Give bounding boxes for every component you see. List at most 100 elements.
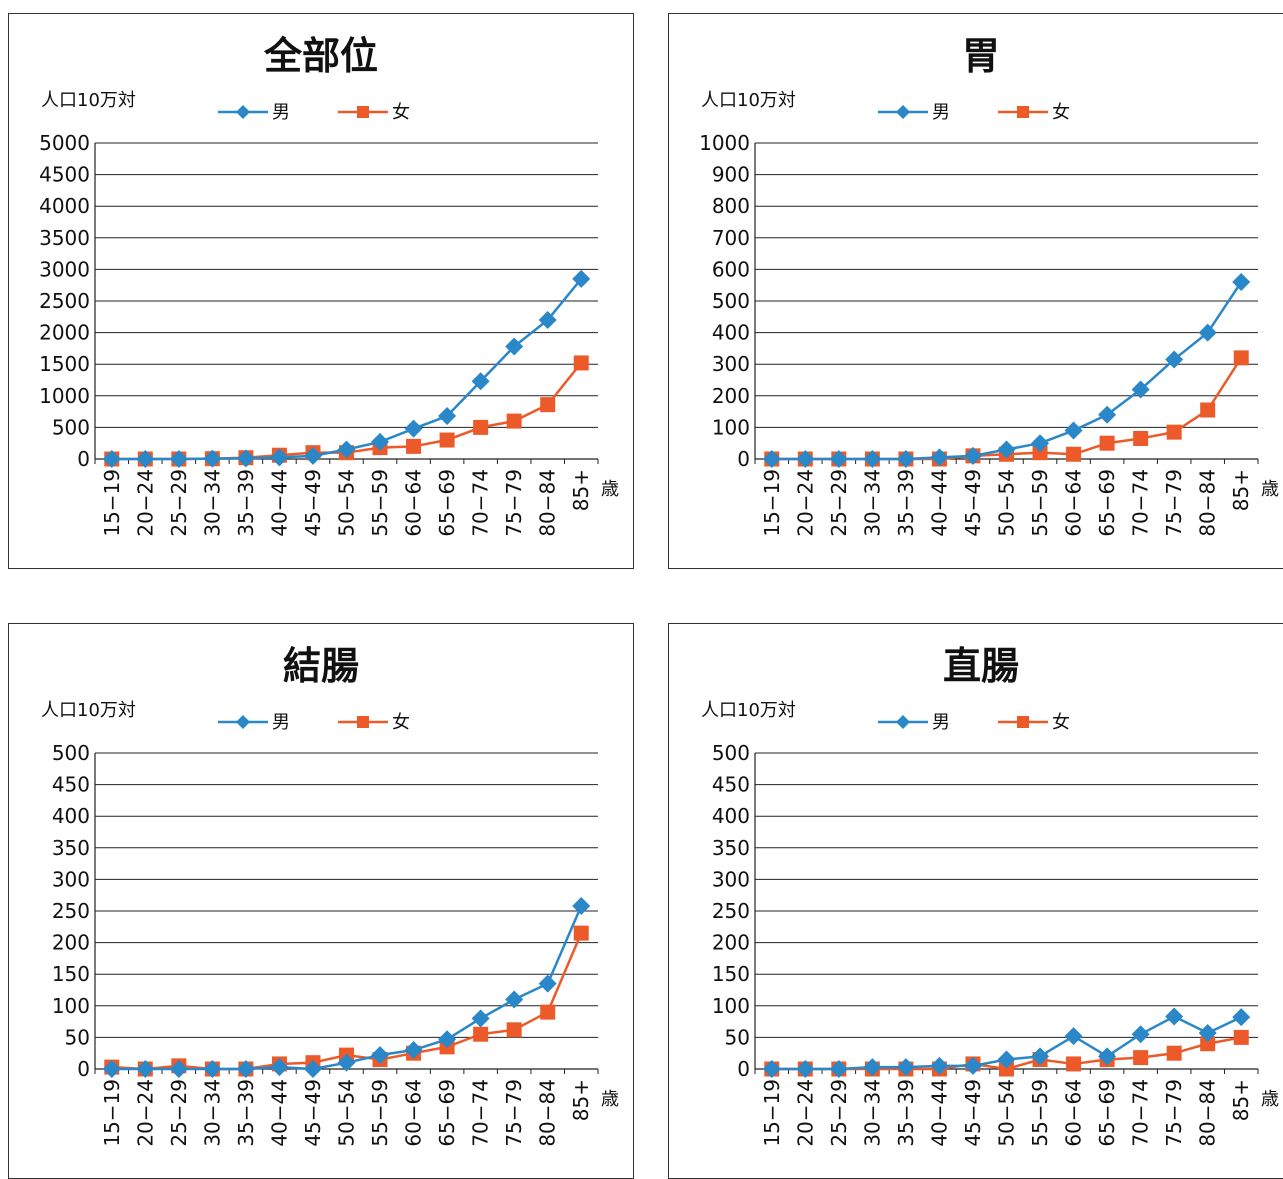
x-tick-label: 35−39: [234, 469, 258, 537]
legend-marker-square: [1017, 106, 1029, 118]
x-tick-label: 15−19: [100, 1079, 124, 1147]
x-tick-label: 25−29: [827, 1079, 851, 1147]
y-tick-label: 4000: [39, 194, 90, 218]
data-point: [440, 433, 455, 448]
x-tick-label: 55−59: [368, 469, 392, 537]
x-tick-label: 35−39: [234, 1079, 258, 1147]
x-tick-label: 55−59: [368, 1079, 392, 1147]
x-tick-label: 40−44: [267, 469, 291, 537]
y-tick-label: 400: [712, 321, 750, 345]
x-tick-label: 70−74: [469, 1079, 493, 1147]
x-tick-label: 75−79: [502, 1079, 526, 1147]
x-tick-label: 50−54: [335, 1079, 359, 1147]
chart-svg: 胃人口10万対男女0100200300400500600700800900100…: [668, 13, 1283, 569]
y-tick-label: 100: [712, 994, 750, 1018]
y-tick-label: 150: [52, 962, 90, 986]
data-point: [1100, 436, 1115, 451]
y-tick-label: 0: [77, 447, 90, 471]
legend-label: 女: [1052, 712, 1070, 733]
data-point: [473, 420, 488, 435]
legend-marker-square: [357, 106, 369, 118]
x-tick-label: 75−79: [502, 469, 526, 537]
y-tick-label: 500: [712, 289, 750, 313]
data-point: [1066, 1056, 1081, 1071]
y-tick-label: 200: [712, 931, 750, 955]
data-point: [507, 1022, 522, 1037]
data-point: [574, 926, 589, 941]
y-tick-label: 3000: [39, 257, 90, 281]
y-tick-label: 1500: [39, 352, 90, 376]
x-tick-label: 65−69: [1095, 1079, 1119, 1147]
legend-label: 男: [272, 712, 290, 733]
legend-marker-square: [357, 716, 369, 728]
chart-title: 胃: [962, 34, 1000, 78]
x-tick-label: 40−44: [267, 1079, 291, 1147]
y-tick-label: 2500: [39, 289, 90, 313]
x-tick-label: 50−54: [995, 469, 1019, 537]
legend-label: 男: [932, 712, 950, 733]
legend-marker-square: [1017, 716, 1029, 728]
y-tick-label: 400: [712, 804, 750, 828]
x-tick-label: 65−69: [435, 469, 459, 537]
y-tick-label: 250: [712, 899, 750, 923]
data-point: [1200, 403, 1215, 418]
y-tick-label: 0: [77, 1057, 90, 1081]
data-point: [540, 397, 555, 412]
data-point: [473, 1027, 488, 1042]
chart-svg: 直腸人口10万対男女050100150200250300350400450500…: [668, 623, 1283, 1179]
data-point: [1234, 1030, 1249, 1045]
y-tick-label: 200: [712, 384, 750, 408]
x-axis-unit: 歳: [601, 479, 619, 500]
y-tick-label: 1000: [39, 384, 90, 408]
x-tick-label: 25−29: [167, 1079, 191, 1147]
y-tick-label: 4500: [39, 163, 90, 187]
x-tick-label: 15−19: [760, 469, 784, 537]
x-tick-label: 85+: [1229, 469, 1253, 511]
x-tick-label: 45−49: [961, 1079, 985, 1147]
x-tick-label: 55−59: [1028, 1079, 1052, 1147]
x-tick-label: 75−79: [1162, 469, 1186, 537]
x-tick-label: 80−84: [536, 469, 560, 537]
x-tick-label: 35−39: [894, 1079, 918, 1147]
legend-label: 女: [392, 102, 410, 123]
x-tick-label: 15−19: [760, 1079, 784, 1147]
chart-svg: 結腸人口10万対男女050100150200250300350400450500…: [8, 623, 634, 1179]
x-tick-label: 80−84: [1196, 469, 1220, 537]
y-tick-label: 450: [52, 773, 90, 797]
x-tick-label: 50−54: [995, 1079, 1019, 1147]
x-tick-label: 20−24: [133, 469, 157, 537]
x-tick-label: 30−34: [200, 469, 224, 537]
y-tick-label: 3500: [39, 226, 90, 250]
data-point: [1066, 447, 1081, 462]
x-tick-label: 85+: [1229, 1079, 1253, 1121]
chart-title: 結腸: [283, 644, 359, 688]
y-tick-label: 900: [712, 163, 750, 187]
data-point: [406, 439, 421, 454]
y-tick-label: 0: [737, 1057, 750, 1081]
y-tick-label: 100: [52, 994, 90, 1018]
x-tick-label: 80−84: [1196, 1079, 1220, 1147]
x-tick-label: 65−69: [1095, 469, 1119, 537]
data-point: [1167, 425, 1182, 440]
data-point: [574, 355, 589, 370]
chart-title: 全部位: [263, 34, 378, 78]
legend-label: 女: [1052, 102, 1070, 123]
y-tick-label: 350: [712, 836, 750, 860]
legend-label: 男: [272, 102, 290, 123]
x-tick-label: 60−64: [1062, 469, 1086, 537]
x-tick-label: 40−44: [927, 469, 951, 537]
chart-svg: 全部位人口10万対男女05001000150020002500300035004…: [8, 13, 634, 569]
y-tick-label: 500: [52, 741, 90, 765]
x-tick-label: 35−39: [894, 469, 918, 537]
x-tick-label: 30−34: [200, 1079, 224, 1147]
y-tick-label: 100: [712, 415, 750, 439]
x-tick-label: 70−74: [469, 469, 493, 537]
y-tick-label: 800: [712, 194, 750, 218]
x-tick-label: 60−64: [1062, 1079, 1086, 1147]
x-tick-label: 85+: [569, 469, 593, 511]
y-tick-label: 450: [712, 773, 750, 797]
legend-label: 女: [392, 712, 410, 733]
